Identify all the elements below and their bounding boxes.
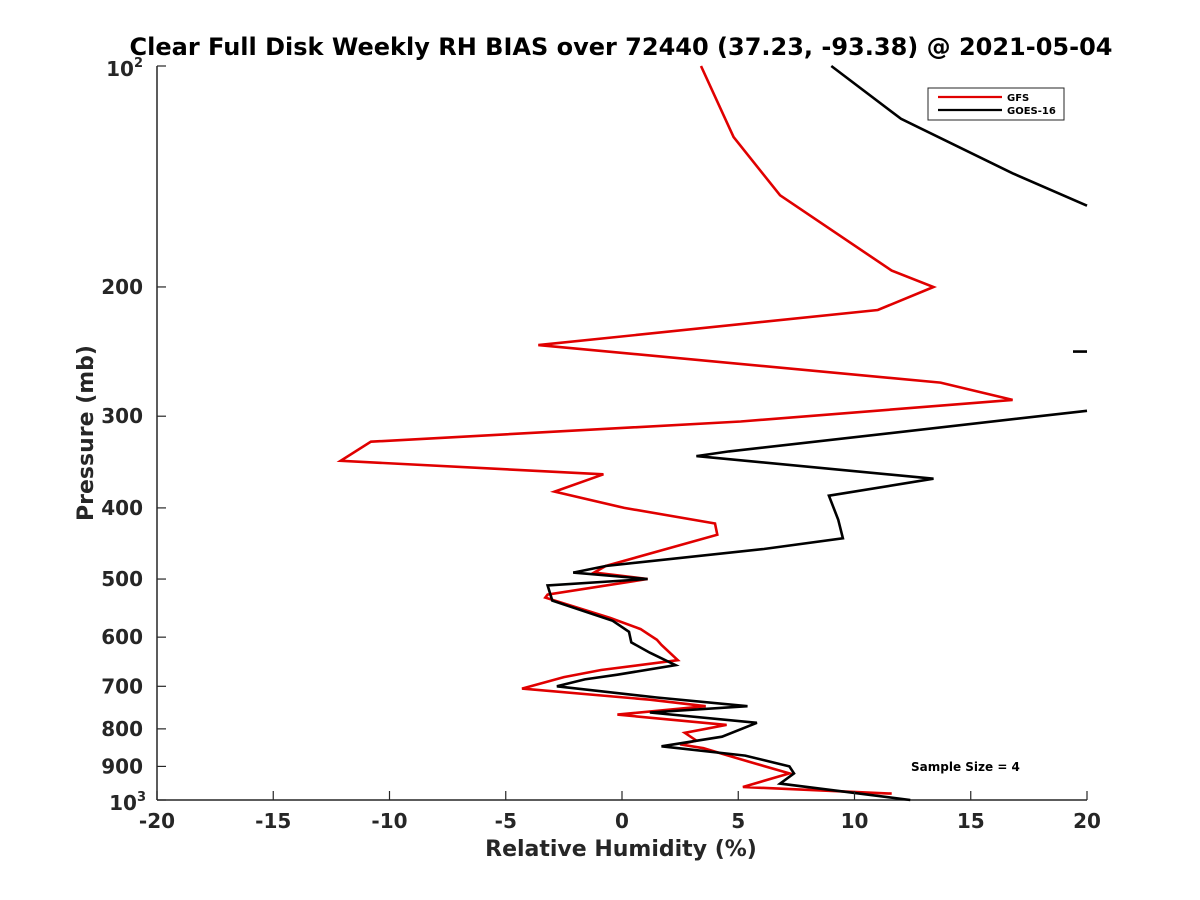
x-tick-label: -20	[139, 809, 175, 833]
svg-text:102: 102	[106, 56, 143, 81]
y-top-tick-base: 10	[106, 57, 134, 81]
y-axis-label: Pressure (mb)	[74, 345, 99, 521]
x-axis-label: Relative Humidity (%)	[485, 837, 757, 862]
svg-text:103: 103	[109, 790, 146, 815]
legend-label-gfs: GFS	[1007, 93, 1029, 104]
series-line-gfs	[336, 65, 1013, 795]
y-bottom-tick-label: 103	[109, 790, 146, 815]
x-tick-label: 10	[841, 809, 869, 833]
y-tick-label: 600	[101, 625, 143, 649]
y-tick-label: 200	[101, 275, 143, 299]
x-tick-label: -10	[371, 809, 407, 833]
series-layer	[336, 64, 1088, 802]
chart-title: Clear Full Disk Weekly RH BIAS over 7244…	[130, 33, 1113, 61]
x-tick-label: -5	[495, 809, 517, 833]
x-tick-label: 15	[957, 809, 985, 833]
legend-label-goes16: GOES-16	[1007, 106, 1056, 117]
y-top-tick-exponent: 2	[134, 56, 143, 71]
y-bottom-tick-exponent: 3	[137, 790, 146, 805]
ticks-layer: -20 -15 -10 -5 0 5 10 15 20 200 300 400 500 600 700 800…	[101, 65, 1101, 833]
legend-box	[927, 87, 1065, 121]
y-tick-label: 700	[101, 674, 143, 698]
y-tick-label: 300	[101, 404, 143, 428]
y-tick-label: 900	[101, 754, 143, 778]
x-tick-label: 0	[615, 809, 629, 833]
y-bottom-tick-base: 10	[109, 791, 137, 815]
plot-area: -20 -15 -10 -5 0 5 10 15 20 200 300 400 500 600 700 800…	[101, 64, 1101, 833]
y-top-tick-label: 102	[106, 56, 143, 81]
y-tick-label: 800	[101, 717, 143, 741]
legend: GFS GOES-16	[927, 87, 1065, 121]
y-tick-label: 400	[101, 496, 143, 520]
x-tick-label: 5	[731, 809, 745, 833]
sample-size-annotation: Sample Size = 4	[911, 760, 1020, 774]
x-tick-label: -15	[255, 809, 291, 833]
y-tick-label: 500	[101, 567, 143, 591]
series-line-goes16	[545, 64, 1088, 802]
x-tick-label: 20	[1073, 809, 1101, 833]
